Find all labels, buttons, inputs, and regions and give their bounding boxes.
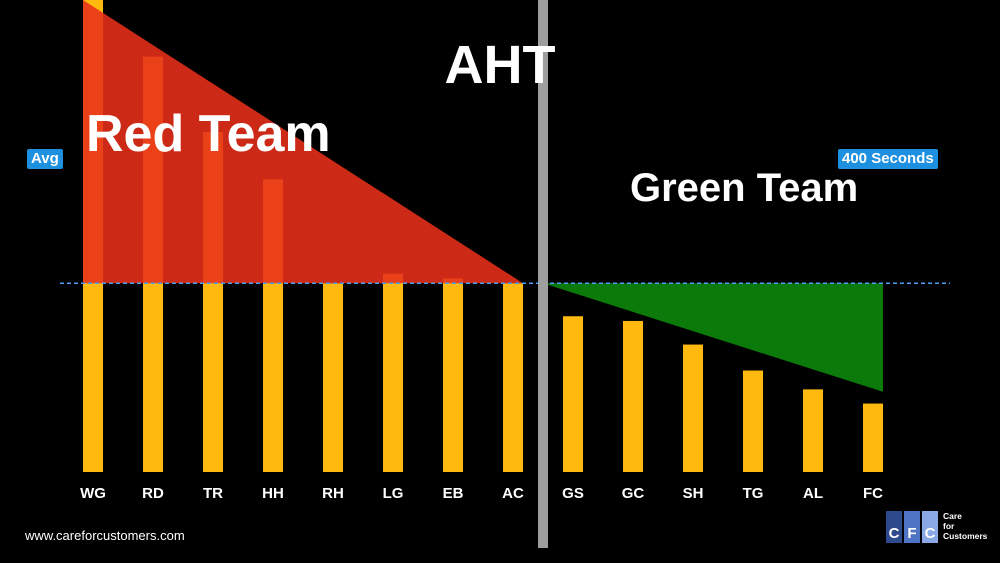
- x-tick-label: LG: [383, 485, 404, 502]
- logo-letter-f: F: [904, 511, 920, 543]
- logo-text-line: Customers: [943, 531, 988, 541]
- x-tick-label: WG: [80, 485, 106, 502]
- x-tick-label: GC: [622, 485, 645, 502]
- x-tick-label: RH: [322, 485, 344, 502]
- logo-text-line: Care: [943, 511, 962, 521]
- bar-lg: [383, 273, 403, 472]
- logo-text: Care for Customers: [943, 511, 1000, 543]
- bar-rh: [323, 283, 343, 472]
- green-team-region: [543, 283, 883, 392]
- avg-value-tag: 400 Seconds: [838, 149, 938, 169]
- x-tick-label: TG: [743, 485, 764, 502]
- footer-url: www.careforcustomers.com: [25, 528, 185, 543]
- x-tick-label: HH: [262, 485, 284, 502]
- green-team-label: Green Team: [630, 166, 859, 210]
- bar-gs: [563, 316, 583, 472]
- bar-ac: [503, 283, 523, 472]
- bar-al: [803, 389, 823, 472]
- chart-title: AHT: [444, 35, 556, 95]
- logo-letter-c2: C: [922, 511, 938, 543]
- bar-fc: [863, 403, 883, 472]
- logo-letter-c: C: [886, 511, 902, 543]
- logo-text-line: for: [943, 521, 955, 531]
- cfc-logo: C F C Care for Customers: [886, 511, 1000, 543]
- bar-gc: [623, 320, 643, 472]
- x-tick-label: AL: [803, 485, 823, 502]
- red-team-region: [83, 0, 523, 284]
- team-divider: [538, 0, 548, 548]
- x-tick-label: RD: [142, 485, 164, 502]
- x-tick-label: GS: [562, 485, 584, 502]
- x-tick-label: AC: [502, 485, 524, 502]
- x-tick-label: SH: [683, 485, 704, 502]
- bar-eb: [443, 278, 463, 472]
- x-tick-label: FC: [863, 485, 883, 502]
- x-tick-label: EB: [443, 485, 464, 502]
- avg-tag: Avg: [27, 149, 63, 169]
- bar-tg: [743, 370, 763, 472]
- bar-sh: [683, 344, 703, 472]
- x-tick-label: TR: [203, 485, 223, 502]
- red-team-label: Red Team: [86, 105, 331, 163]
